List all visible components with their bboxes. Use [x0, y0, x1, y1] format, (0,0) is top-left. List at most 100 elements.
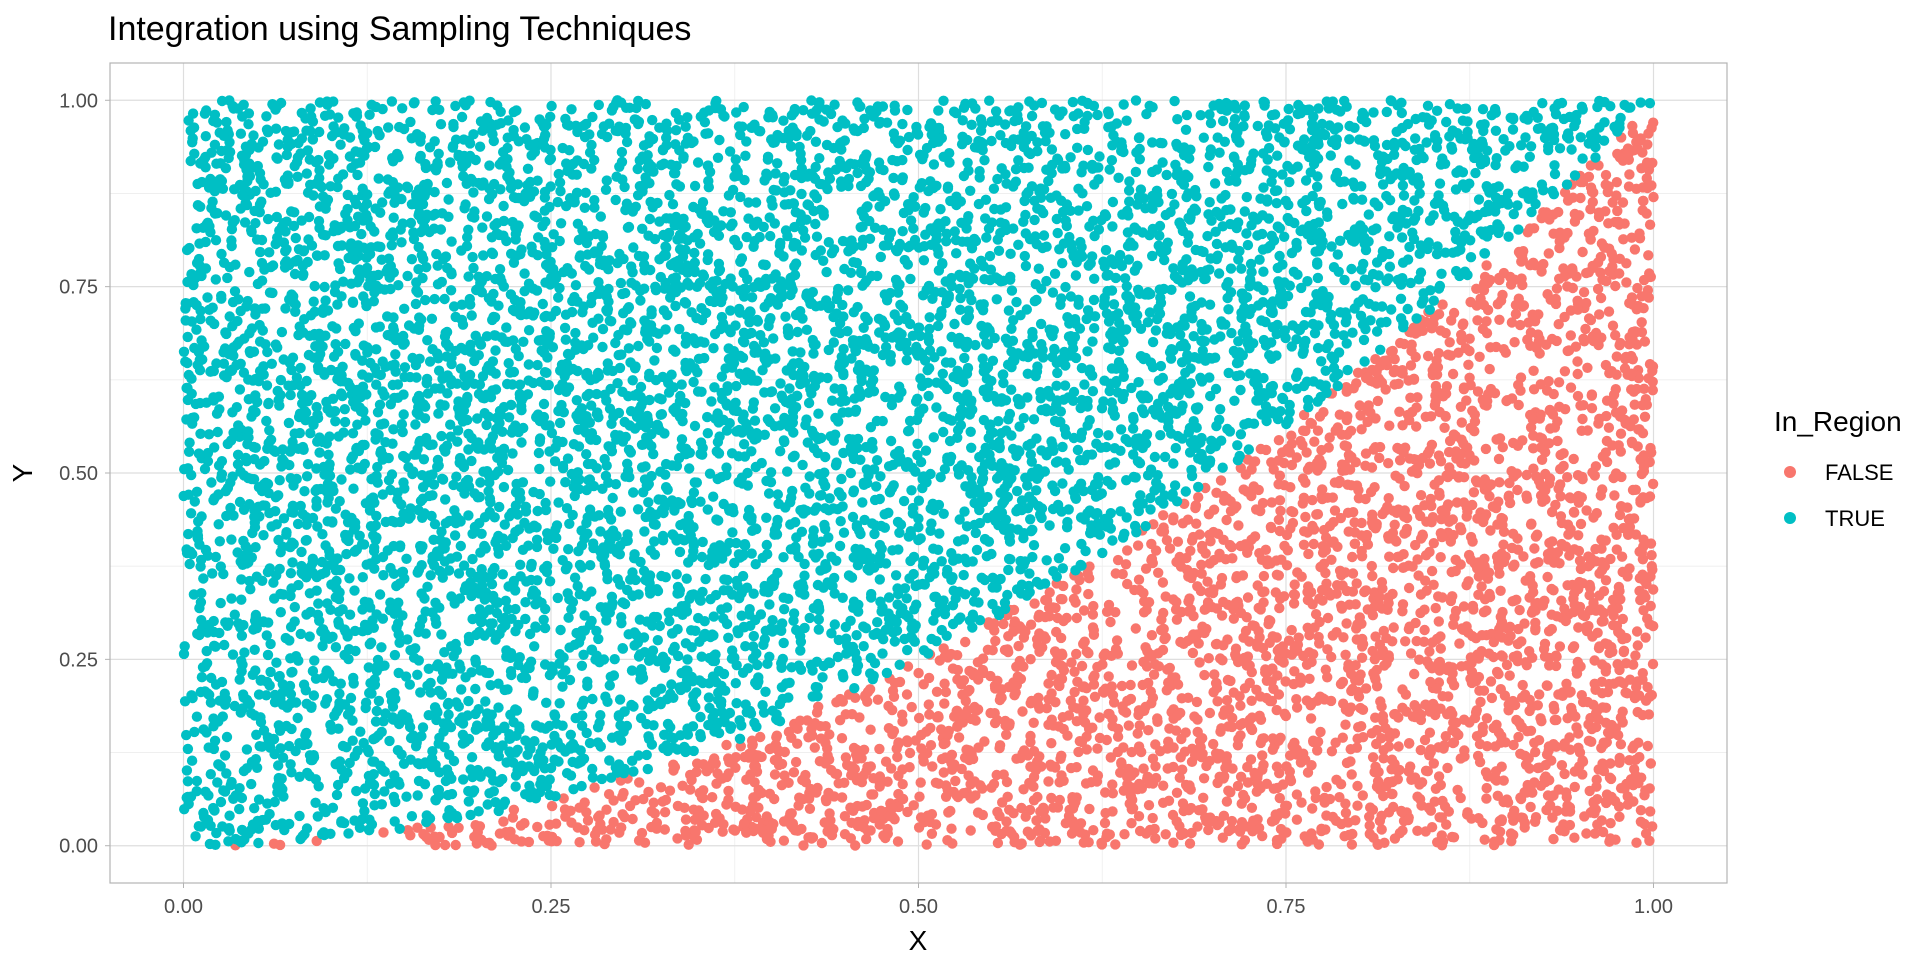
point-false	[1182, 514, 1194, 525]
point-false	[790, 756, 802, 768]
point-false	[1278, 657, 1289, 668]
point-false	[1472, 315, 1483, 326]
point-false	[846, 817, 857, 828]
point-false	[854, 712, 865, 723]
point-false	[1638, 383, 1650, 394]
point-false	[1569, 781, 1581, 793]
point-true	[1087, 386, 1099, 397]
point-false	[796, 823, 807, 835]
point-false	[1211, 487, 1222, 498]
point-false	[1628, 740, 1640, 751]
point-false	[1334, 792, 1345, 803]
point-false	[1192, 821, 1203, 832]
point-false	[498, 816, 509, 827]
point-false	[1157, 644, 1169, 656]
point-false	[1394, 406, 1405, 417]
point-false	[1257, 830, 1268, 842]
point-false	[1546, 609, 1557, 620]
point-false	[965, 825, 976, 836]
point-false	[1187, 647, 1199, 659]
point-false	[1496, 730, 1507, 742]
point-false	[1239, 652, 1250, 664]
point-false	[1635, 805, 1647, 816]
point-false	[1281, 800, 1293, 811]
point-false	[1383, 776, 1394, 788]
point-false	[1289, 666, 1300, 677]
point-false	[1352, 367, 1364, 378]
point-false	[1133, 709, 1144, 721]
point-false	[439, 839, 451, 851]
point-false	[509, 834, 520, 845]
point-false	[1326, 651, 1337, 663]
point-false	[1232, 780, 1244, 792]
point-true	[217, 711, 228, 722]
point-false	[1020, 811, 1031, 822]
point-false	[1046, 714, 1058, 725]
point-false	[1234, 719, 1246, 731]
point-false	[1156, 526, 1167, 537]
point-false	[1435, 552, 1446, 563]
point-false	[1432, 837, 1443, 848]
point-false	[1607, 197, 1618, 208]
point-false	[1105, 616, 1116, 628]
point-false	[1286, 624, 1297, 636]
point-false	[1636, 317, 1647, 328]
point-false	[1506, 542, 1518, 554]
point-false	[1207, 587, 1219, 599]
point-false	[1371, 664, 1383, 676]
point-false	[1355, 702, 1366, 714]
point-false	[1167, 809, 1179, 821]
point-false	[1588, 187, 1599, 198]
point-false	[1078, 605, 1090, 616]
point-false	[1132, 728, 1143, 739]
point-false	[1305, 700, 1316, 711]
point-true	[214, 536, 225, 547]
point-false	[1116, 680, 1128, 692]
point-false	[1424, 646, 1435, 657]
point-false	[1178, 638, 1189, 649]
point-false	[1257, 497, 1269, 509]
point-false	[915, 812, 927, 823]
point-false	[745, 769, 756, 780]
point-false	[1611, 177, 1623, 188]
point-false	[1406, 774, 1417, 785]
point-false	[1645, 758, 1657, 769]
point-false	[1473, 671, 1485, 683]
point-false	[1532, 529, 1543, 540]
point-false	[1524, 705, 1535, 717]
point-false	[1305, 713, 1317, 724]
point-false	[1025, 619, 1037, 630]
point-false	[1247, 620, 1258, 631]
point-false	[1120, 559, 1132, 570]
point-false	[1561, 791, 1573, 803]
point-false	[915, 777, 926, 788]
point-false	[741, 827, 752, 838]
point-false	[1110, 607, 1121, 618]
point-false	[486, 840, 497, 851]
point-false	[1204, 558, 1216, 569]
point-false	[1550, 650, 1562, 661]
point-false	[1617, 613, 1629, 625]
point-false	[1134, 825, 1146, 837]
point-false	[1646, 550, 1657, 561]
point-false	[1345, 744, 1356, 755]
point-false	[1504, 477, 1515, 489]
point-false	[1610, 384, 1622, 395]
point-true	[313, 598, 324, 609]
point-false	[469, 831, 480, 843]
point-false	[1032, 791, 1043, 803]
point-true	[958, 569, 969, 581]
point-false	[1168, 515, 1179, 526]
point-false	[1555, 491, 1566, 502]
point-true	[1577, 153, 1588, 164]
point-false	[1644, 268, 1655, 279]
point-false	[1288, 598, 1300, 609]
point-false	[989, 717, 1001, 729]
point-false	[1495, 295, 1507, 306]
point-false	[779, 770, 790, 781]
point-false	[1408, 454, 1420, 465]
point-false	[1598, 737, 1609, 748]
point-true	[399, 362, 411, 373]
point-true	[373, 695, 385, 707]
point-false	[1162, 664, 1173, 675]
